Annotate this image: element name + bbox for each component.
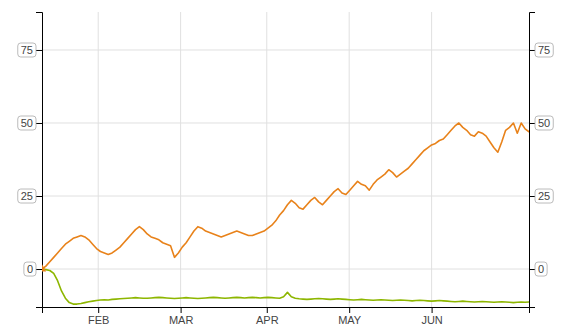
y-tick-label-box (535, 189, 553, 203)
grid-line-x (98, 12, 99, 307)
y-tick-label-box (24, 262, 36, 276)
series-group (42, 123, 529, 304)
y-tick-label: 25 (538, 190, 550, 202)
y-tick-label: 50 (538, 117, 550, 129)
y-tick-mark (529, 269, 535, 270)
x-tick-label: JUN (421, 314, 442, 326)
grid-line-x (266, 12, 267, 307)
y-tick-mark (36, 196, 42, 197)
grid-line-y (42, 122, 529, 123)
series-line (42, 123, 529, 269)
y-tick: 0 (24, 262, 42, 276)
x-tick: MAY (338, 307, 362, 326)
y-axis-line (36, 13, 43, 308)
grid-line-y (42, 49, 529, 50)
y-tick-mark (529, 50, 535, 51)
y-tick: 50 (529, 116, 553, 130)
x-axis-line (43, 308, 530, 314)
x-tick-mark (267, 307, 268, 313)
y-tick-mark (529, 123, 535, 124)
x-tick: APR (256, 307, 279, 326)
y-tick: 50 (18, 116, 42, 130)
y-tick-label-box (18, 189, 36, 203)
y-tick: 75 (529, 43, 553, 57)
y-tick-label-box (18, 116, 36, 130)
x-tick-mark (98, 307, 99, 313)
x-tick: FEB (88, 307, 109, 326)
y-tick: 0 (529, 262, 547, 276)
grid-line-y (42, 196, 529, 197)
y-axis-right: 0 25 50 75 (529, 13, 553, 308)
x-tick-mark (432, 307, 433, 313)
y-tick-mark (36, 269, 42, 270)
start-marker (42, 264, 46, 271)
y-tick-mark (36, 123, 42, 124)
y-tick-label-box (535, 262, 547, 276)
series-line (42, 269, 529, 304)
x-tick-label: FEB (88, 314, 109, 326)
chart: FEB MAR APR MAY JUN 0 25 50 75 0 25 50 75 (0, 0, 571, 335)
grid (42, 12, 529, 307)
grid-line-x (431, 12, 432, 307)
x-axis: FEB MAR APR MAY JUN (43, 307, 530, 326)
x-tick-mark (181, 307, 182, 313)
plot: FEB MAR APR MAY JUN 0 25 50 75 0 25 50 75 (18, 12, 554, 326)
y-tick-label-box (18, 43, 36, 57)
y-tick-label: 25 (21, 190, 33, 202)
y-tick-label: 0 (27, 263, 33, 275)
x-tick: MAR (169, 307, 194, 326)
x-tick: JUN (421, 307, 442, 326)
y-tick-mark (36, 50, 42, 51)
grid-line-y (42, 269, 529, 270)
y-tick-mark (529, 196, 535, 197)
y-tick: 25 (529, 189, 553, 203)
y-tick-label-box (535, 43, 553, 57)
grid-line-x (349, 12, 350, 307)
y-tick-label-box (535, 116, 553, 130)
y-tick: 25 (18, 189, 42, 203)
y-tick: 75 (18, 43, 42, 57)
y-tick-label: 75 (538, 44, 550, 56)
y-tick-label: 75 (21, 44, 33, 56)
x-tick-label: MAR (169, 314, 194, 326)
y-axis-left: 0 25 50 75 (18, 13, 43, 308)
grid-line-x (180, 12, 181, 307)
y-axis-line (530, 13, 536, 308)
x-tick-label: MAY (338, 314, 362, 326)
x-tick-mark (349, 307, 350, 313)
y-tick-label: 50 (21, 117, 33, 129)
x-tick-label: APR (256, 314, 279, 326)
y-tick-label: 0 (538, 263, 544, 275)
